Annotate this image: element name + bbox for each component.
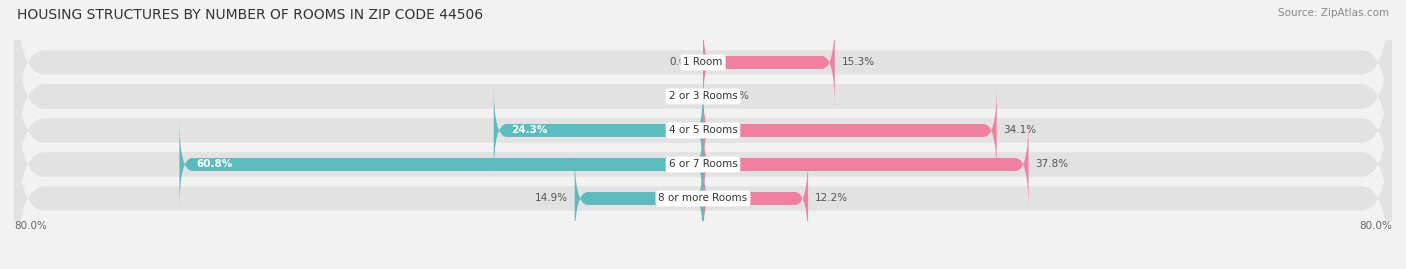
FancyBboxPatch shape	[14, 24, 1392, 237]
Text: 8 or more Rooms: 8 or more Rooms	[658, 193, 748, 203]
Text: 2 or 3 Rooms: 2 or 3 Rooms	[669, 91, 737, 101]
FancyBboxPatch shape	[14, 0, 1392, 203]
Text: 24.3%: 24.3%	[510, 125, 547, 136]
Text: 34.1%: 34.1%	[1004, 125, 1036, 136]
Text: 6 or 7 Rooms: 6 or 7 Rooms	[669, 160, 737, 169]
FancyBboxPatch shape	[575, 154, 703, 243]
Text: 60.8%: 60.8%	[197, 160, 233, 169]
FancyBboxPatch shape	[703, 18, 835, 107]
Text: 80.0%: 80.0%	[1360, 221, 1392, 231]
Text: HOUSING STRUCTURES BY NUMBER OF ROOMS IN ZIP CODE 44506: HOUSING STRUCTURES BY NUMBER OF ROOMS IN…	[17, 8, 484, 22]
Text: 15.3%: 15.3%	[842, 58, 875, 68]
Text: 14.9%: 14.9%	[534, 193, 568, 203]
Text: 0.74%: 0.74%	[716, 91, 749, 101]
Text: 0.0%: 0.0%	[669, 91, 696, 101]
Text: 4 or 5 Rooms: 4 or 5 Rooms	[669, 125, 737, 136]
FancyBboxPatch shape	[703, 86, 997, 175]
Text: 12.2%: 12.2%	[815, 193, 848, 203]
Text: Source: ZipAtlas.com: Source: ZipAtlas.com	[1278, 8, 1389, 18]
FancyBboxPatch shape	[14, 58, 1392, 269]
FancyBboxPatch shape	[703, 154, 808, 243]
FancyBboxPatch shape	[703, 120, 1029, 209]
FancyBboxPatch shape	[703, 90, 710, 103]
Text: 80.0%: 80.0%	[14, 221, 46, 231]
FancyBboxPatch shape	[14, 92, 1392, 269]
Text: 37.8%: 37.8%	[1035, 160, 1069, 169]
Text: 1 Room: 1 Room	[683, 58, 723, 68]
FancyBboxPatch shape	[494, 86, 703, 175]
FancyBboxPatch shape	[180, 120, 703, 209]
FancyBboxPatch shape	[14, 0, 1392, 169]
Text: 0.0%: 0.0%	[669, 58, 696, 68]
